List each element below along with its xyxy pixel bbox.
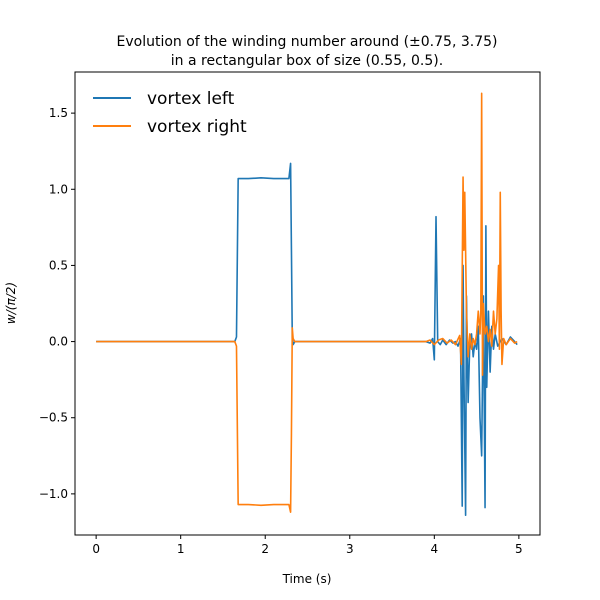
x-tick-label: 3: [346, 542, 354, 556]
series-line-vortex-left: [96, 162, 518, 516]
y-tick-label: −1.0: [39, 487, 68, 501]
chart-title-line1: Evolution of the winding number around (…: [117, 34, 498, 50]
x-tick-label: 0: [92, 542, 100, 556]
series-layer: [96, 92, 518, 516]
legend-label: vortex left: [147, 89, 235, 109]
y-axis-label: w/(π/2): [4, 282, 18, 324]
y-tick-label: 0.5: [49, 258, 68, 272]
legend: vortex left vortex right: [93, 89, 247, 137]
x-tick-label: 4: [430, 542, 438, 556]
y-axis: −1.0 −0.5 0.0 0.5 1.0 1.5: [39, 106, 75, 501]
x-tick-label: 5: [515, 542, 523, 556]
x-axis: 0 1 2 3 4 5: [92, 535, 523, 556]
y-tick-label: −0.5: [39, 411, 68, 425]
series-line-vortex-right: [96, 92, 518, 513]
plot-frame: [74, 71, 541, 536]
x-tick-label: 1: [177, 542, 185, 556]
y-tick-label: 1.0: [49, 182, 68, 196]
y-tick-label: 1.5: [49, 106, 68, 120]
y-tick-label: 0.0: [49, 335, 68, 349]
legend-label: vortex right: [147, 117, 247, 137]
chart-title-line2: in a rectangular box of size (0.55, 0.5)…: [171, 53, 443, 69]
x-tick-label: 2: [261, 542, 269, 556]
x-axis-label: Time (s): [282, 572, 332, 586]
